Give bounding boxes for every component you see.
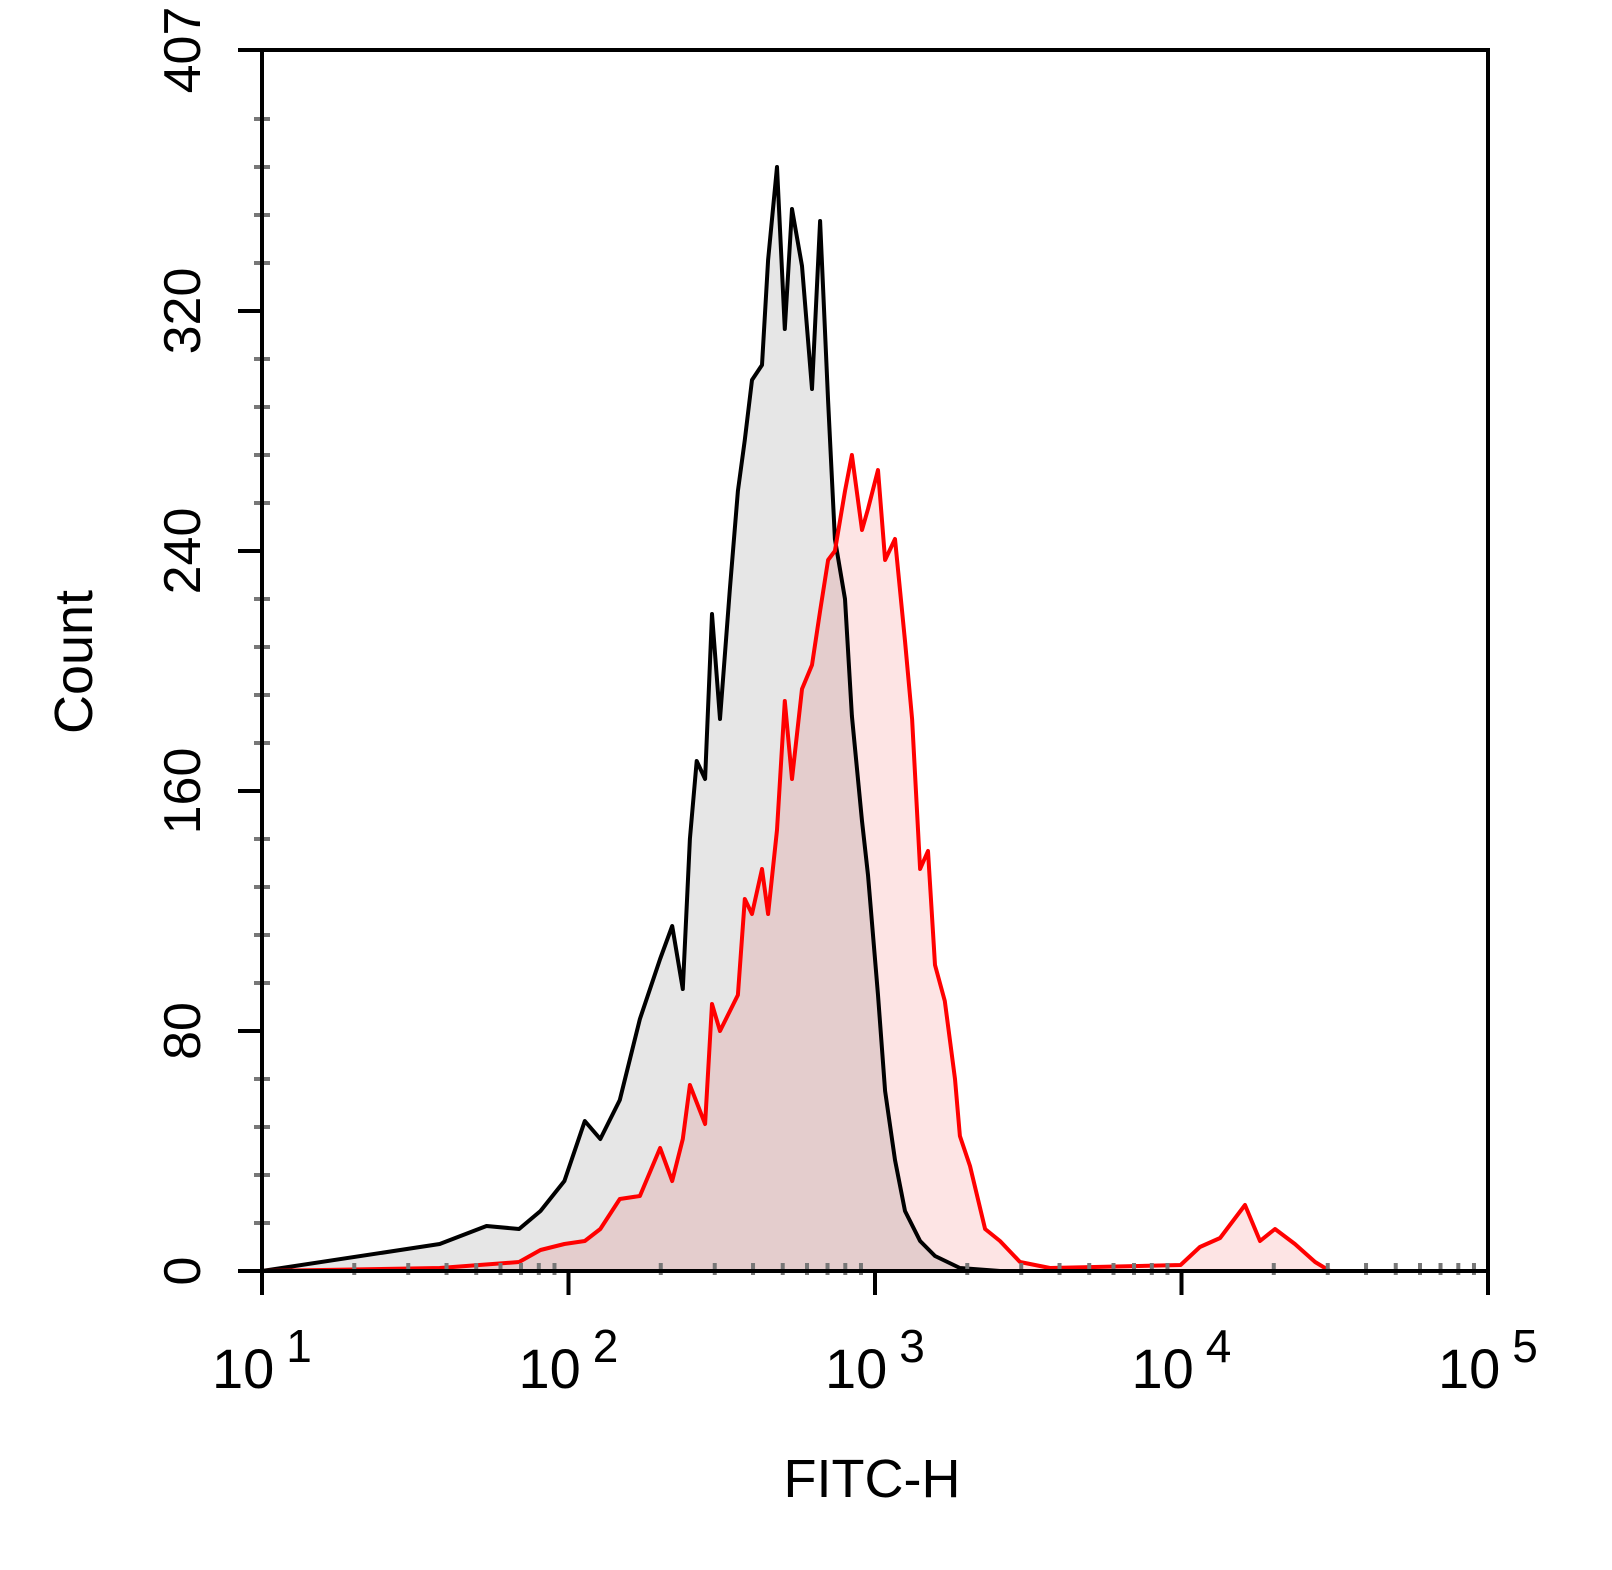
x-tick-base: 10: [519, 1337, 581, 1400]
series-0-line: [261, 165, 1488, 1273]
x-tick-label: 10 3: [825, 1320, 925, 1400]
x-tick-base: 10: [1438, 1337, 1500, 1400]
x-axis-title: FITC-H: [784, 1449, 961, 1509]
y-tick-label: 407: [154, 7, 212, 94]
y-tick-label: 160: [154, 748, 212, 835]
y-axis-title: Count: [44, 590, 104, 734]
series-1-line: [261, 453, 1488, 1273]
series-lines: [261, 165, 1488, 1273]
y-tick-label: 320: [154, 268, 212, 355]
x-tick-exponent: 3: [899, 1320, 925, 1372]
x-tick-base: 10: [825, 1337, 887, 1400]
x-tick-exponent: 1: [286, 1320, 312, 1372]
series-1-fill: [262, 455, 1488, 1271]
series-fills: [262, 167, 1488, 1271]
x-tick-exponent: 2: [593, 1320, 619, 1372]
x-tick-base: 10: [212, 1337, 274, 1400]
y-tick-label: 240: [154, 508, 212, 595]
x-tick-label: 10 1: [212, 1320, 312, 1400]
x-axis: 10 1 10 2 10 3 10 4 10 5: [212, 1271, 1538, 1400]
x-tick-exponent: 5: [1512, 1320, 1538, 1372]
x-tick-base: 10: [1132, 1337, 1194, 1400]
x-tick-label: 10 2: [519, 1320, 619, 1400]
y-tick-label: 0: [154, 1257, 212, 1286]
x-tick-label: 10 4: [1132, 1320, 1232, 1400]
x-tick-label: 10 5: [1438, 1320, 1538, 1400]
x-tick-exponent: 4: [1206, 1320, 1232, 1372]
y-axis: 0 80 160 240 320 407: [154, 7, 262, 1286]
y-tick-label: 80: [154, 1002, 212, 1060]
